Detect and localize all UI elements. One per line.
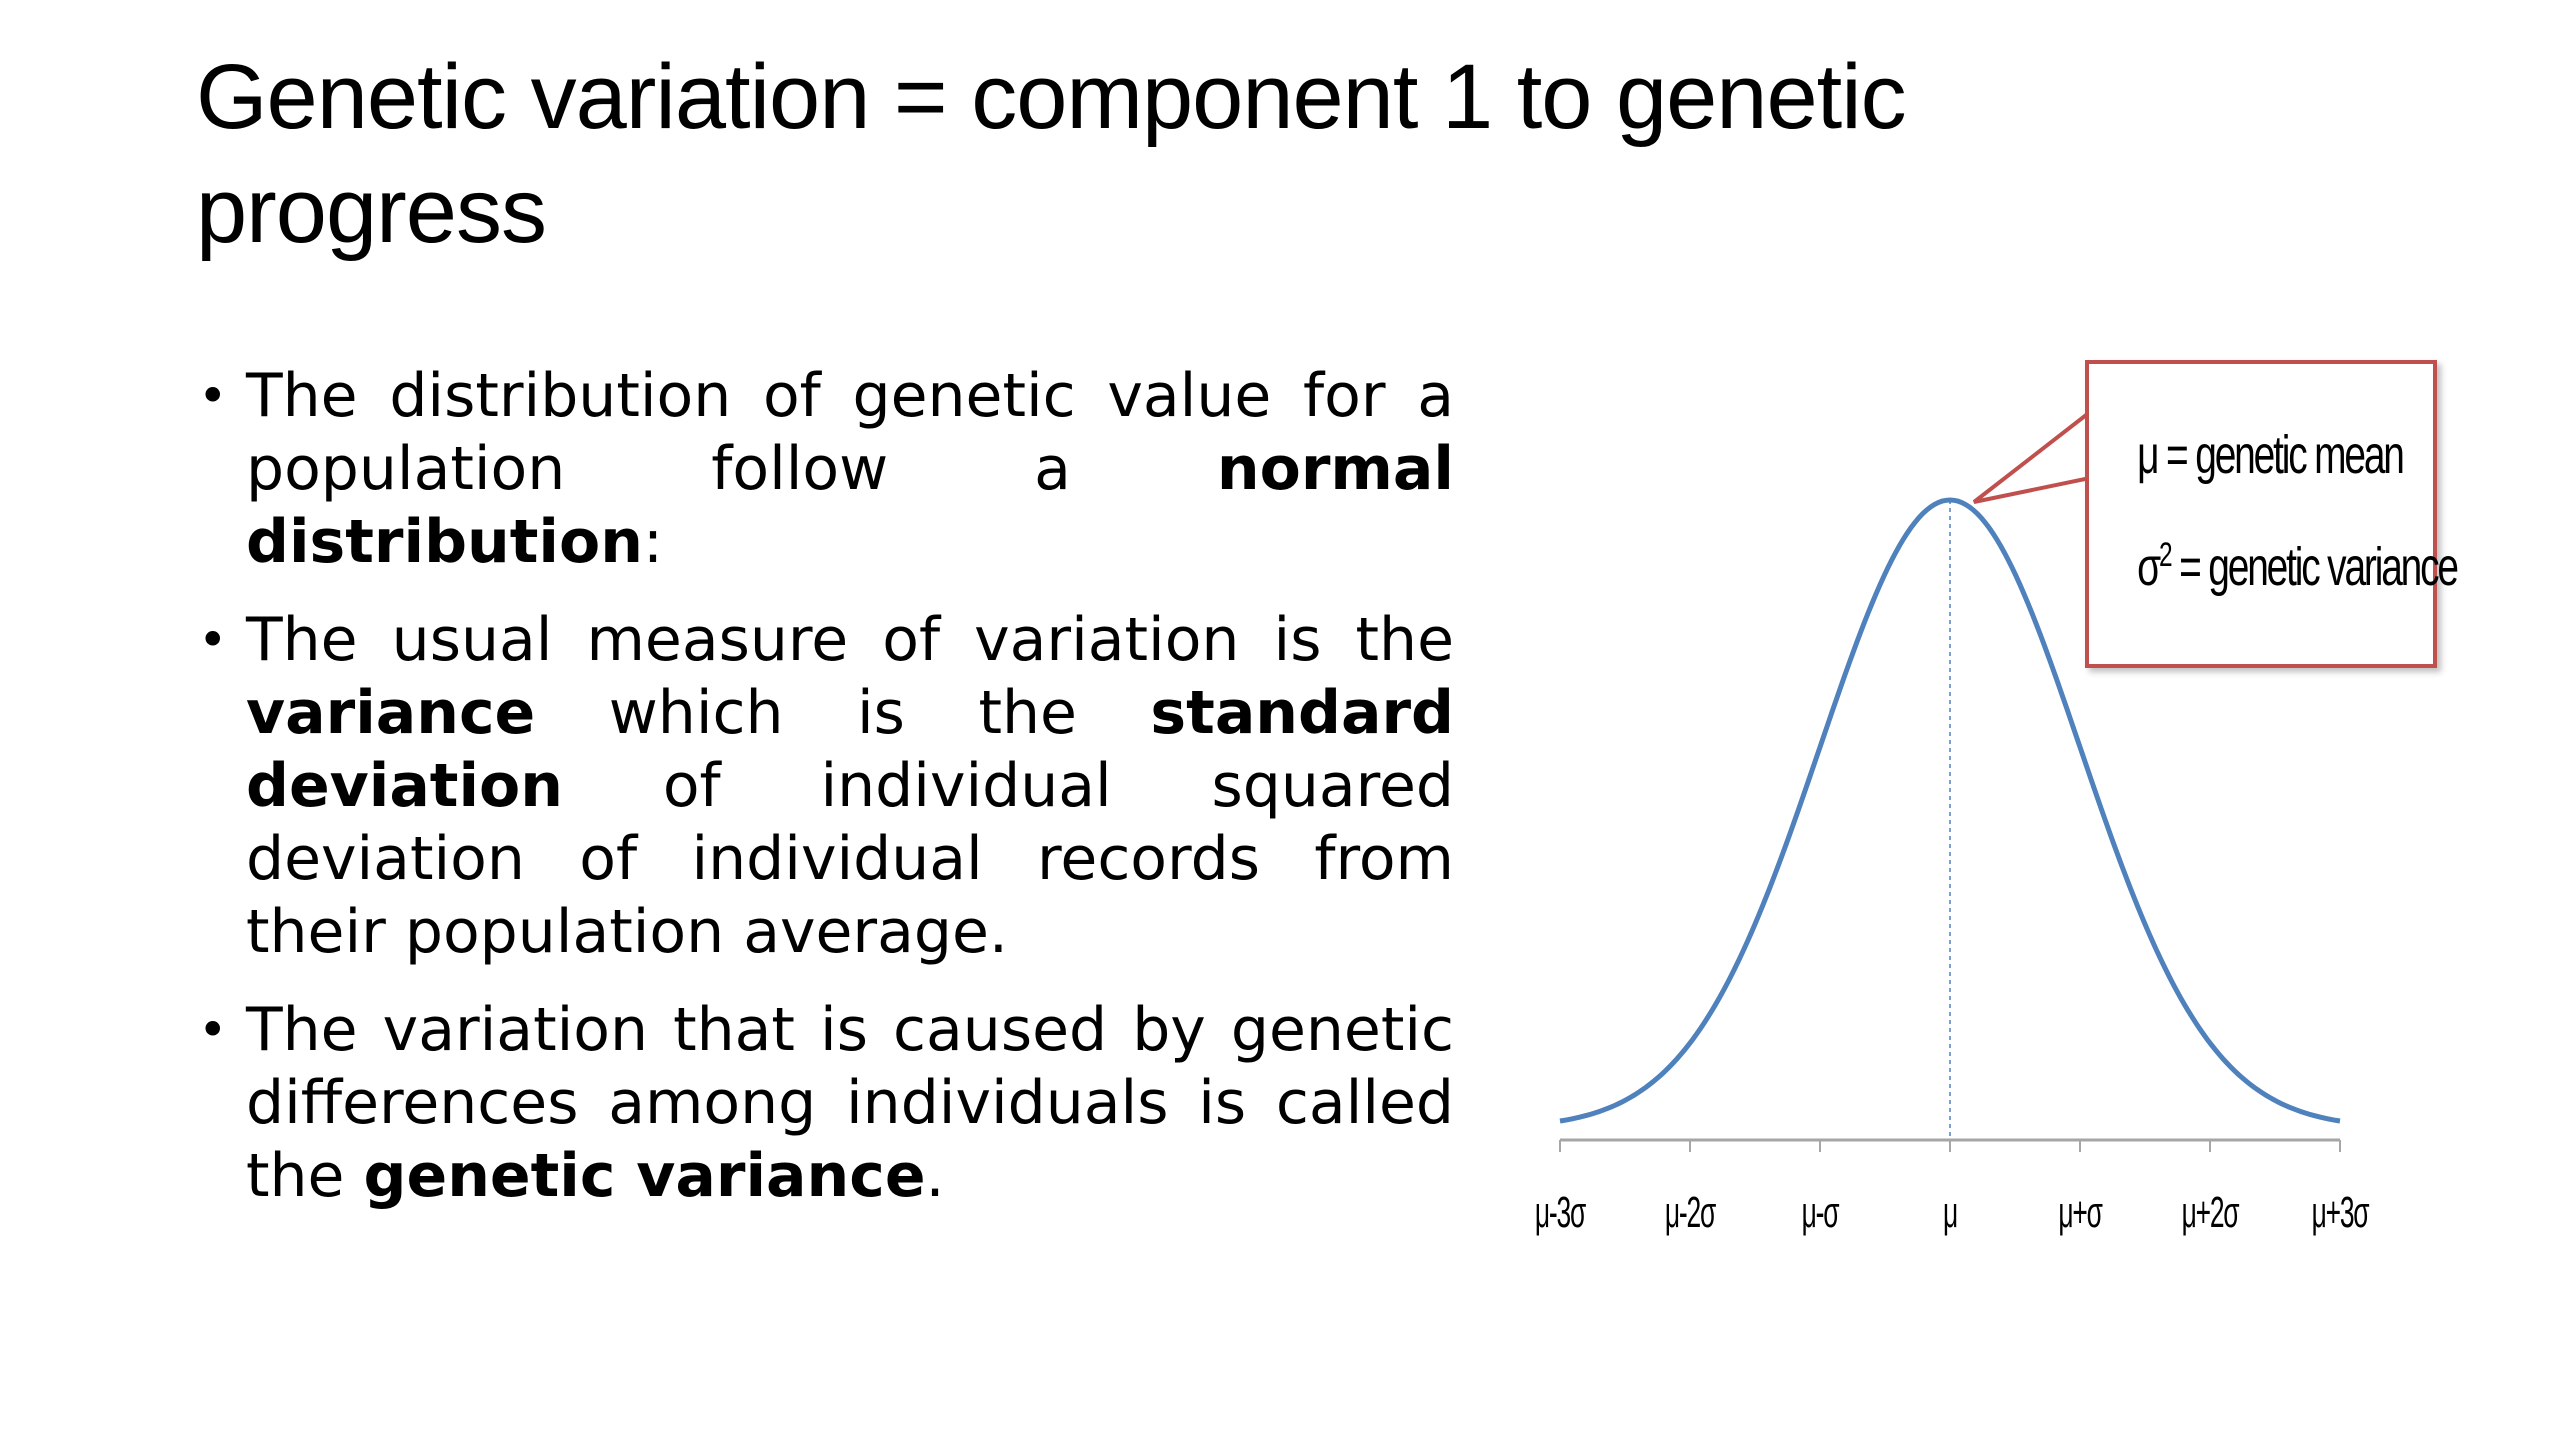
bullet-text: which is the: [535, 678, 1151, 748]
tick-label: μ: [1942, 1188, 1958, 1237]
tick-label: μ+2σ: [2181, 1188, 2240, 1237]
bullet-item: • The distribution of genetic value for a…: [196, 360, 1454, 579]
callout-variance-text: = genetic variance: [2170, 537, 2459, 597]
bullet-text: The usual measure of variation is the: [246, 605, 1454, 675]
callout-sigma: σ: [2137, 537, 2161, 597]
slide-title: Genetic variation = component 1 to genet…: [196, 46, 1907, 262]
bullet-text: :: [642, 507, 664, 577]
callout-genetic-variance: σ2 = genetic variance: [2137, 536, 2459, 598]
bullet-text: The variation that is caused by genetic …: [246, 995, 1454, 1211]
tick-label: μ+σ: [2058, 1188, 2103, 1237]
bullet-text: of individual squared deviation of indiv…: [246, 751, 1454, 967]
callout-box: μ = genetic mean σ2 = genetic variance: [2085, 360, 2459, 668]
bullet-bold-text: normal distribution: [246, 434, 1454, 577]
bullet-bold-text: genetic variance: [363, 1141, 926, 1211]
tick-label: μ+3σ: [2311, 1188, 2370, 1237]
tick-label: μ-2σ: [1664, 1188, 1716, 1237]
bullet-text: The distribution of genetic value for a …: [246, 361, 1454, 504]
callout-genetic-mean: μ = genetic mean: [2137, 425, 2405, 485]
tick-label: μ-3σ: [1534, 1188, 1586, 1237]
normal-curve-graphic: [1559, 407, 2341, 1152]
bullet-list: • The distribution of genetic value for a…: [196, 360, 1454, 1238]
normal-distribution-figure: μ = genetic mean σ2 = genetic variance μ…: [1520, 350, 2460, 1270]
bullet-item: • The variation that is caused by genetic…: [196, 994, 1454, 1213]
bullet-dot: •: [198, 367, 228, 425]
tick-label: μ-σ: [1801, 1188, 1840, 1237]
bullet-bold-text: standard deviation: [246, 678, 1454, 821]
bullet-text: .: [925, 1141, 945, 1211]
bullet-dot: •: [198, 1001, 228, 1059]
callout-pointer: [1972, 407, 2092, 504]
bullet-item: • The usual measure of variation is the v…: [196, 604, 1454, 969]
normal-curve: [1559, 497, 2341, 1124]
bullet-bold-text: variance: [246, 678, 536, 748]
callout-superscript: 2: [2158, 536, 2173, 574]
bullet-dot: •: [198, 611, 228, 669]
